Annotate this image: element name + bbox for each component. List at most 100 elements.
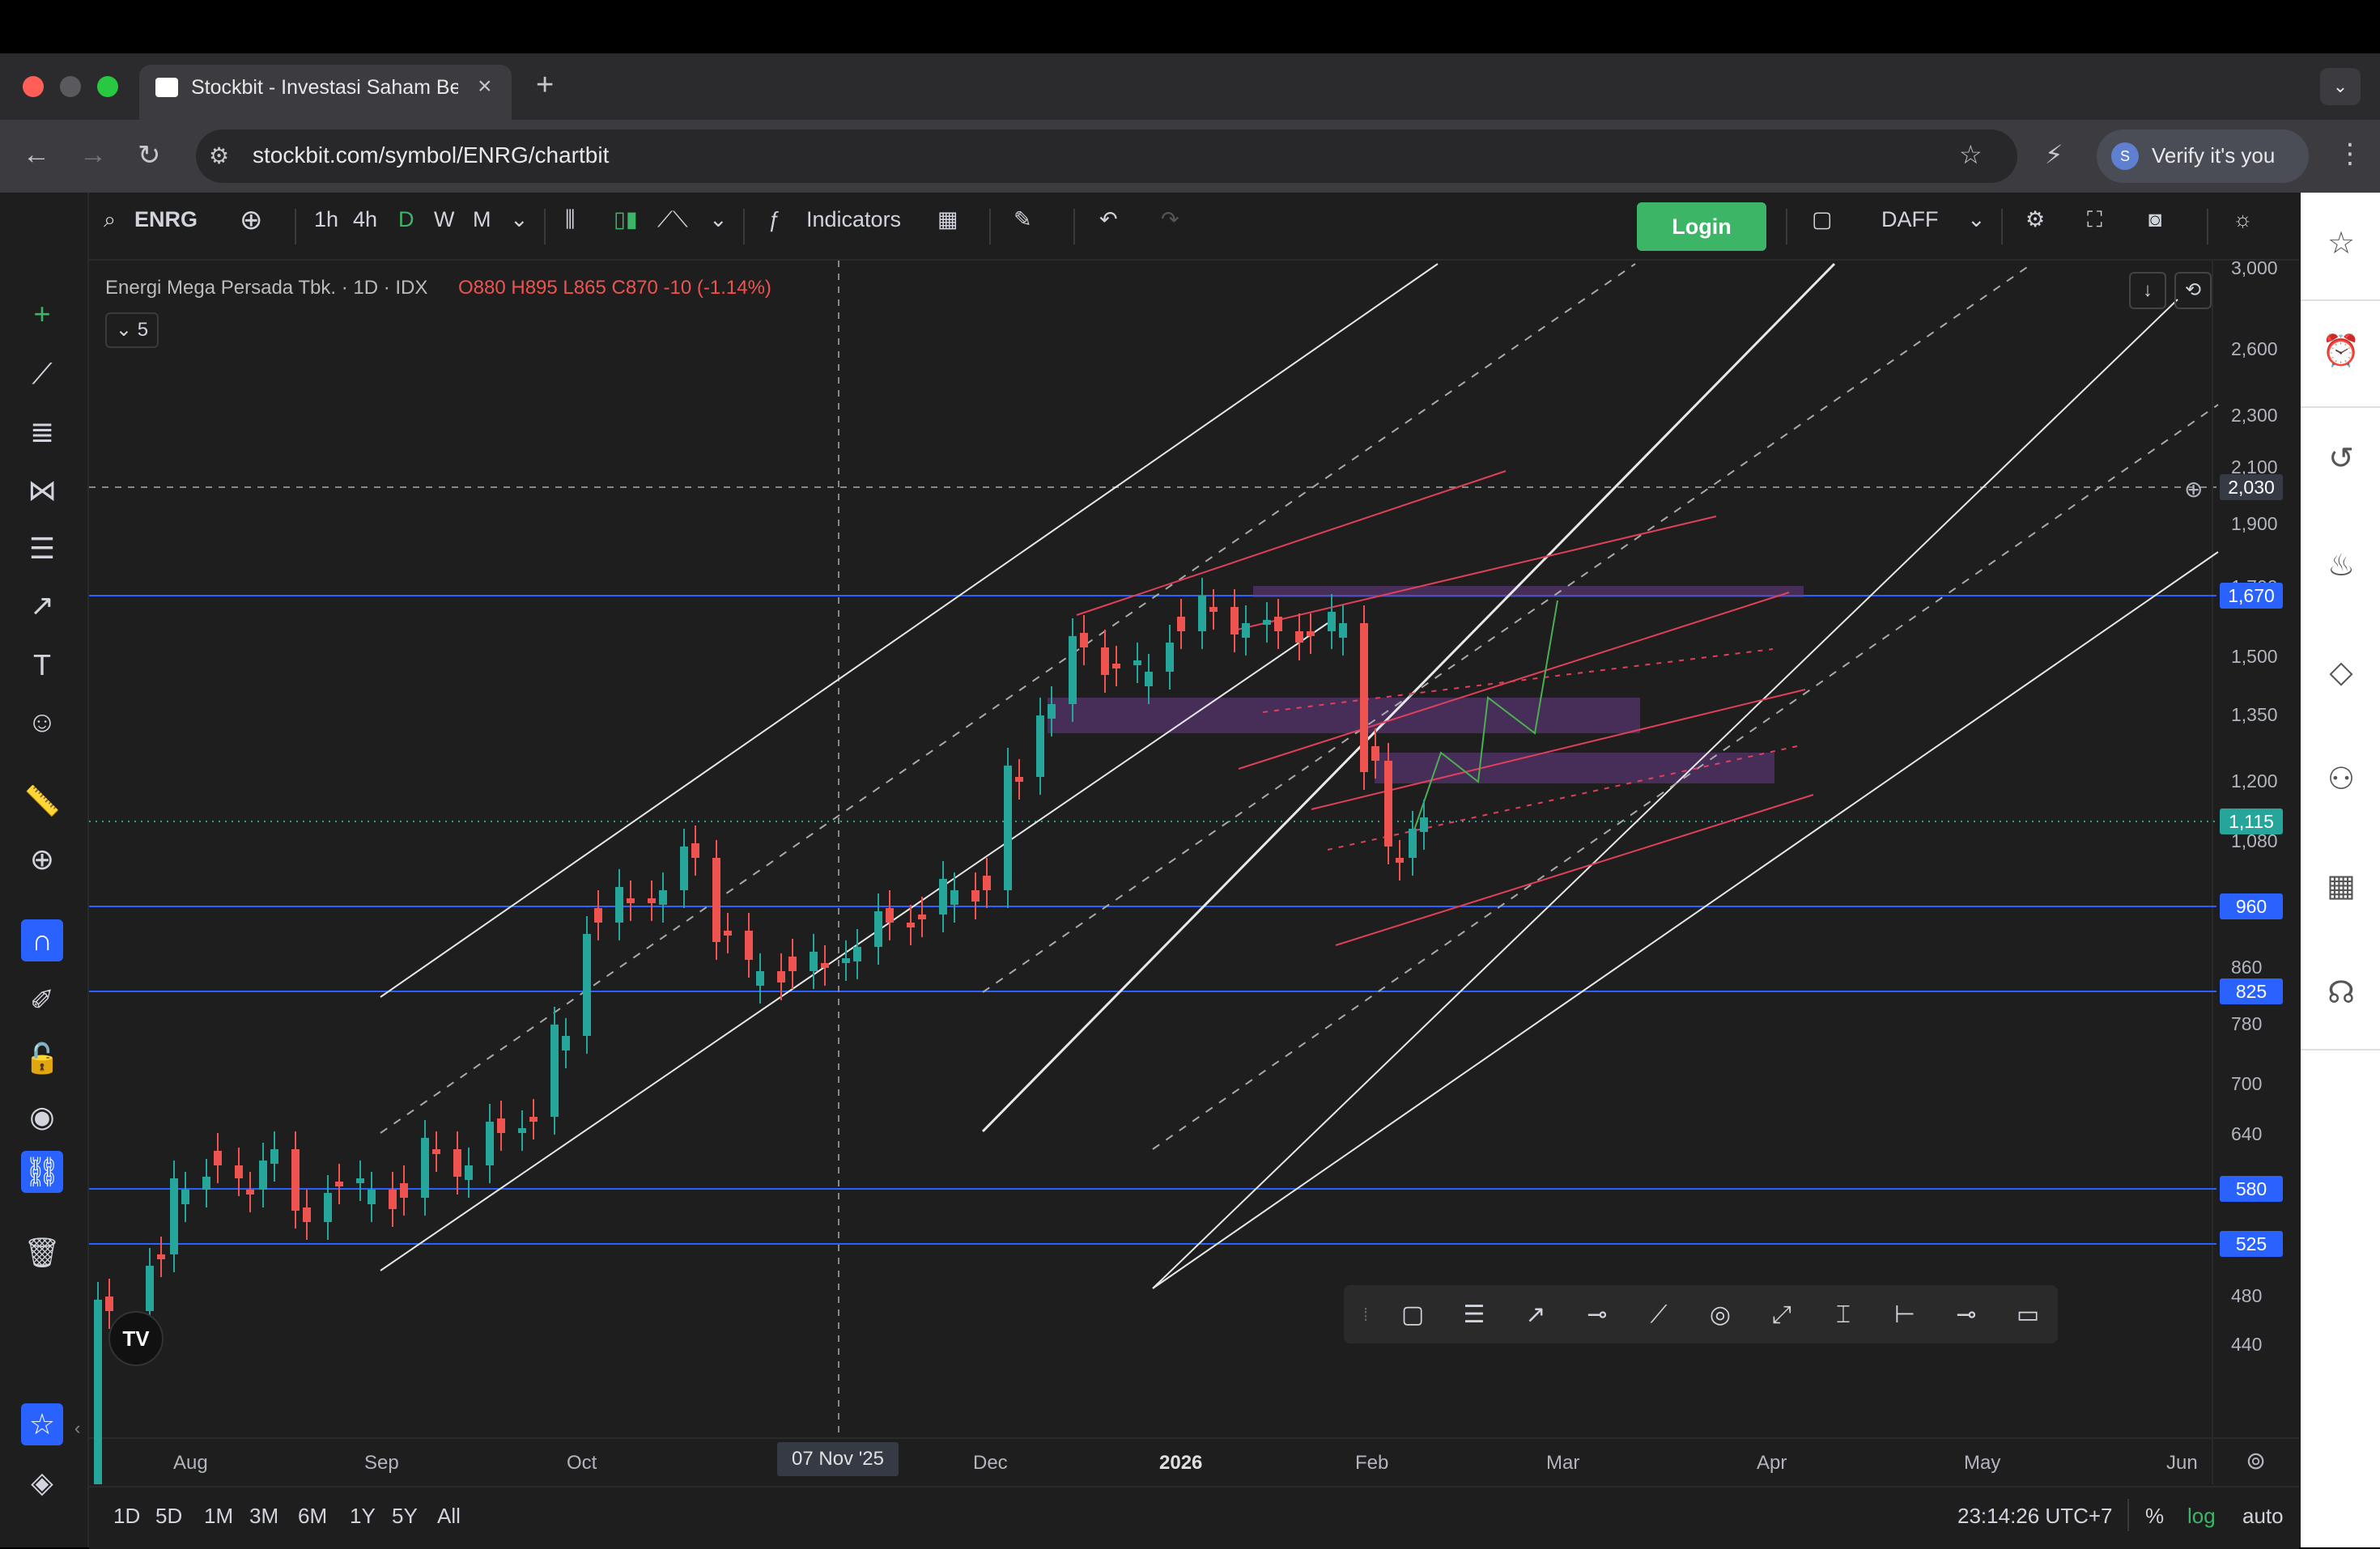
close-window-button[interactable]	[23, 76, 44, 97]
layout-name[interactable]: DAFF	[1881, 207, 1939, 231]
interval-4h[interactable]: 4h	[353, 207, 378, 231]
ray-tool-icon[interactable]: ⤢	[1772, 1301, 1791, 1328]
spy-incognito-icon[interactable]: ⚇	[2327, 762, 2356, 796]
url-text[interactable]: stockbit.com/symbol/ENRG/chartbit	[253, 142, 610, 168]
premium-diamond-icon[interactable]: ◇	[2329, 656, 2353, 690]
bookmark-star-icon[interactable]: ☆	[1959, 140, 1983, 169]
interval-dropdown-icon[interactable]: ⌄	[510, 207, 529, 231]
price-chart[interactable]	[89, 261, 2299, 1484]
maximize-window-button[interactable]	[97, 76, 118, 97]
collapse-sidebar-icon[interactable]: ‹	[74, 1418, 81, 1438]
site-info-icon[interactable]: ⚙	[209, 143, 230, 168]
drawing-toolbar-toggle-icon[interactable]: ✎	[1014, 207, 1032, 231]
minimize-window-button[interactable]	[60, 76, 81, 97]
watchlist-star-icon[interactable]: ☆	[2327, 227, 2356, 261]
interval-1h[interactable]: 1h	[314, 207, 339, 231]
browser-menu-icon[interactable]: ⋮	[2336, 138, 2364, 169]
path-tool-icon[interactable]: ↗	[1525, 1301, 1546, 1328]
history-icon[interactable]: ↺	[2328, 442, 2354, 476]
horizontal-ray-tool-icon[interactable]: ⊸	[1587, 1301, 1608, 1328]
screenshot-camera-icon[interactable]: ◙	[2148, 207, 2162, 231]
callout-tool-icon[interactable]: ▭	[2016, 1301, 2040, 1328]
login-button[interactable]: Login	[1637, 202, 1766, 251]
settings-icon[interactable]: ⚙	[2025, 207, 2046, 231]
browser-tab[interactable]	[139, 65, 512, 120]
range-5y[interactable]: 5Y	[392, 1504, 418, 1528]
range-1m[interactable]: 1M	[204, 1504, 234, 1528]
bar-chart-type-icon[interactable]: ⫼	[565, 207, 576, 231]
candle-chart-type-icon[interactable]: ▯▮	[614, 207, 638, 231]
magnet-icon[interactable]: ∩	[21, 919, 63, 961]
range-6m[interactable]: 6M	[298, 1504, 328, 1528]
fib-retracement-icon[interactable]: ≣	[29, 415, 55, 448]
range-5d[interactable]: 5D	[155, 1504, 183, 1528]
prediction-icon[interactable]: ↗	[29, 588, 55, 622]
address-bar[interactable]	[196, 129, 2017, 183]
alert-clock-icon[interactable]: ⏰	[2322, 334, 2361, 368]
new-tab-button[interactable]: +	[536, 68, 555, 102]
line-chart-type-icon[interactable]: ⟋⟍	[657, 207, 688, 231]
price-range-tool-icon[interactable]: ⌶	[1836, 1301, 1851, 1328]
forward-icon[interactable]: →	[79, 139, 107, 170]
visibility-eye-icon[interactable]: ◉	[29, 1100, 55, 1133]
log-scale-toggle[interactable]: log	[2187, 1504, 2216, 1528]
emoji-icon[interactable]: ☺	[27, 705, 57, 738]
redo-icon[interactable]: ↷	[1161, 207, 1179, 231]
lock-icon[interactable]: 🔓	[23, 1042, 61, 1075]
trash-icon[interactable]: 🗑	[23, 1236, 61, 1269]
interval-m[interactable]: M	[473, 207, 491, 231]
back-icon[interactable]: ←	[23, 139, 50, 170]
trend-line-icon[interactable]: ⟋	[32, 357, 53, 390]
extension-icon[interactable]: ⚡	[2045, 140, 2063, 169]
fib-tool-icon[interactable]: ☰	[1463, 1301, 1485, 1328]
favorites-star-icon[interactable]: ☆	[21, 1403, 63, 1445]
range-3m[interactable]: 3M	[249, 1504, 279, 1528]
scroll-to-latest-icon[interactable]: ↓	[2129, 272, 2166, 309]
undo-icon[interactable]: ↶	[1099, 207, 1118, 231]
auto-scale-toggle[interactable]: auto	[2242, 1504, 2284, 1528]
date-range-tool-icon[interactable]: ⊢	[1893, 1301, 1916, 1328]
fullscreen-icon[interactable]: ⛶	[2087, 207, 2102, 231]
percent-scale-toggle[interactable]: %	[2145, 1504, 2165, 1528]
interval-w[interactable]: W	[434, 207, 455, 231]
link-icon[interactable]: ⛓	[21, 1151, 63, 1193]
add-alert-plus-icon[interactable]: ⊕	[2184, 477, 2204, 502]
trend-line-tool-icon[interactable]: ⟋	[1650, 1301, 1668, 1328]
range-1y[interactable]: 1Y	[350, 1504, 376, 1528]
range-all[interactable]: All	[437, 1504, 461, 1528]
range-1d[interactable]: 1D	[113, 1504, 141, 1528]
reset-chart-icon[interactable]: ⟲	[2174, 272, 2212, 309]
indicators-icon[interactable]: ƒ	[767, 207, 780, 231]
symbol-label[interactable]: ENRG	[134, 207, 198, 231]
templates-grid-icon[interactable]: ▦	[937, 207, 958, 231]
calendar-icon[interactable]: ▦	[2327, 869, 2356, 903]
horizontal-line-tool-icon[interactable]: ⊸	[1956, 1301, 1977, 1328]
time-axis-settings-icon[interactable]: ⊚	[2246, 1448, 2267, 1475]
reload-icon[interactable]: ↻	[138, 140, 161, 171]
indicator-count-toggle[interactable]: ⌄ 5	[105, 312, 159, 348]
ruler-icon[interactable]: 📏	[23, 784, 61, 817]
tradingview-logo[interactable]: TV	[108, 1311, 164, 1366]
chart-type-dropdown-icon[interactable]: ⌄	[709, 207, 728, 231]
symbol-search-icon[interactable]: ⌕	[104, 207, 117, 231]
lock-drawing-icon[interactable]: ✐	[29, 983, 55, 1016]
theme-sun-icon[interactable]: ☼	[2233, 207, 2253, 231]
layout-square-icon[interactable]: ▢	[1812, 207, 1833, 231]
clock-timezone[interactable]: 23:14:26 UTC+7	[1957, 1504, 2113, 1528]
drag-handle-icon[interactable]: ⁞	[1362, 1305, 1369, 1325]
pattern-icon[interactable]: ⋈	[28, 473, 57, 507]
support-headset-icon[interactable]: ☊	[2327, 976, 2355, 1010]
layout-dropdown-icon[interactable]: ⌄	[1967, 207, 1986, 231]
compare-add-icon[interactable]: ⊕	[240, 205, 263, 236]
zoom-in-icon[interactable]: ⊕	[29, 842, 55, 876]
tab-close-icon[interactable]: ×	[478, 73, 492, 100]
object-tree-layers-icon[interactable]: ◈	[31, 1466, 53, 1499]
text-tool-icon[interactable]: T	[33, 648, 51, 681]
circle-tool-icon[interactable]: ◎	[1709, 1301, 1732, 1328]
indicators-button[interactable]: Indicators	[806, 207, 902, 231]
crosshair-icon[interactable]: +	[33, 297, 51, 330]
hot-flame-icon[interactable]: ♨	[2327, 549, 2356, 583]
channel-icon[interactable]: ☰	[28, 532, 56, 565]
rectangle-tool-icon[interactable]: ▢	[1400, 1301, 1425, 1328]
interval-d[interactable]: D	[398, 207, 414, 231]
